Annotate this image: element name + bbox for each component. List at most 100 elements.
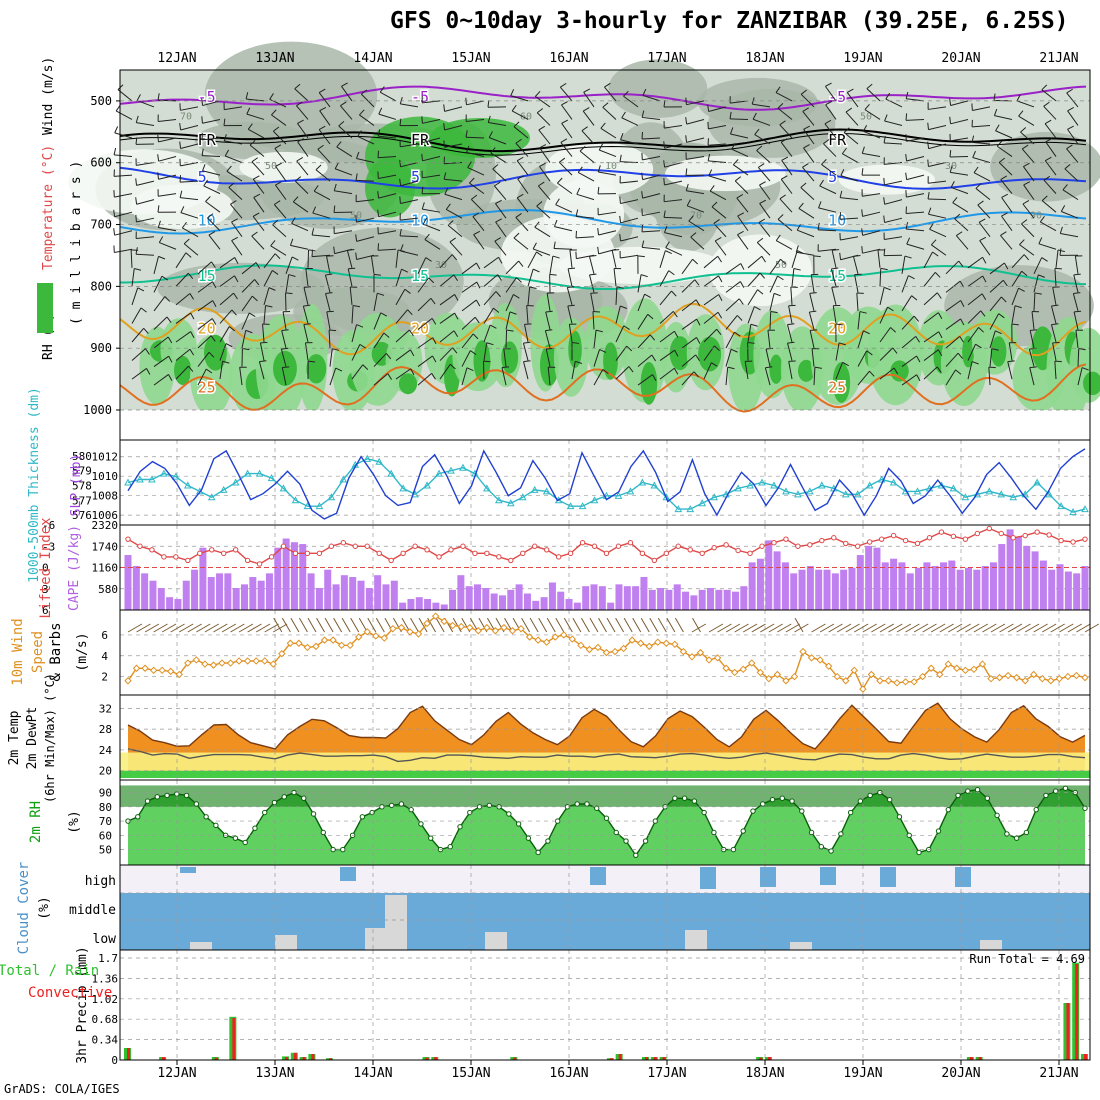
rh-series-point: [603, 815, 610, 821]
wind-barb: [136, 217, 155, 223]
wind-barb: [488, 122, 507, 126]
wind-barb: [539, 144, 547, 149]
isotherm-label: 20: [198, 320, 216, 338]
wind-barb: [471, 194, 478, 200]
wind-barb: [928, 143, 947, 150]
wind-barb: [908, 275, 915, 280]
wind10m-series-point: [184, 659, 192, 667]
lifted-index-series-point: [232, 547, 239, 553]
rh-shade-dry: [500, 215, 615, 293]
wind-barb-10m: [367, 617, 377, 633]
wind-barb: [821, 159, 827, 165]
wind-barb: [847, 88, 854, 93]
wind-barb: [510, 89, 515, 96]
wind-barb: [1028, 349, 1035, 367]
wind10m-series-point: [329, 636, 337, 644]
wind-barb: [285, 292, 293, 295]
wind-barb: [637, 334, 651, 349]
wind-barb: [613, 268, 617, 287]
thickness-series-point: [219, 485, 228, 493]
wind10m-series-point: [748, 659, 756, 667]
wind-barb: [297, 141, 309, 157]
wind-barb-10m: [930, 623, 946, 633]
wind-barb: [730, 133, 749, 139]
precip-tick-label: 1.36: [92, 972, 119, 985]
wind-barb: [923, 272, 936, 287]
wind-barb: [659, 330, 675, 343]
cape-bar: [324, 569, 332, 610]
wind-barb: [883, 197, 886, 205]
wind-barb: [906, 98, 925, 102]
wind-barb: [575, 360, 583, 365]
wind-barb: [927, 207, 932, 215]
thickness-series-point: [339, 475, 348, 483]
wind-barb: [717, 311, 723, 319]
wind-barb: [302, 305, 309, 324]
wind-barb: [233, 292, 238, 300]
wind-barb: [830, 268, 837, 287]
wind-barb: [803, 129, 815, 145]
wind-barb: [234, 275, 239, 283]
cape-bar: [274, 547, 282, 610]
wind-barb: [1067, 107, 1074, 112]
date-label-top: 17JAN: [647, 51, 686, 66]
wind-barb: [711, 201, 718, 208]
wind-barb: [328, 329, 331, 349]
cape-bar: [1064, 571, 1072, 610]
wind-barb: [923, 349, 939, 361]
wind-barb: [967, 361, 973, 380]
wind-barb: [824, 119, 832, 125]
wind-barb: [159, 242, 177, 250]
lifted-index-series-point: [651, 557, 658, 564]
wind-barb: [950, 118, 969, 125]
rh-series-point: [203, 814, 209, 820]
cape-bar: [440, 604, 448, 610]
wind-barb: [383, 332, 390, 338]
wind-barb: [725, 331, 735, 349]
wind-barb: [251, 161, 265, 176]
wind10m-series-point: [705, 656, 713, 664]
wind-barb: [333, 205, 336, 213]
rh-series-point: [769, 796, 776, 803]
cloud-clear-bar: [190, 942, 212, 950]
wind-barb: [977, 200, 984, 206]
wind-barb: [515, 213, 522, 218]
wind-barb: [978, 327, 984, 333]
wind-barb: [1073, 274, 1079, 293]
wind-barb: [989, 330, 996, 349]
cape-bar: [848, 567, 856, 610]
wind-barb: [355, 179, 375, 182]
ylabel-text: 10m Wind: [10, 618, 26, 685]
wind-barb: [911, 295, 918, 301]
wind-barb: [885, 98, 903, 108]
rh-series-point: [974, 787, 981, 793]
wind-barb: [598, 143, 604, 151]
wind-barb: [945, 318, 961, 330]
wind-barb: [131, 327, 145, 343]
wind-barb: [395, 309, 408, 324]
cape-bar: [132, 566, 140, 610]
wind-barb: [312, 212, 331, 219]
wind-barb: [811, 348, 815, 367]
cloud-clear-bar: [385, 895, 407, 950]
cape-bar: [657, 588, 665, 610]
wind-barb: [955, 235, 969, 250]
lifted-index-series-point: [627, 540, 634, 546]
lifted-index-series-point: [1034, 529, 1040, 535]
wind-barb-10m: [640, 617, 650, 633]
thickness-series-point: [279, 484, 288, 492]
wind-barb-10m: [529, 617, 539, 633]
wind10m-series-point: [722, 664, 730, 672]
wind-barb: [326, 256, 331, 274]
wind-barb: [197, 281, 213, 293]
wind10m-series-point: [414, 630, 423, 638]
wind-barb: [259, 360, 267, 363]
wind-barb: [349, 286, 353, 305]
wind-barb: [1016, 94, 1021, 102]
wind-barb: [819, 179, 824, 187]
wind-barb: [180, 124, 199, 131]
wind-barb: [505, 329, 508, 349]
lifted-index-tick-label: 3: [42, 583, 49, 596]
wind-barb: [747, 324, 752, 343]
wind-barb: [906, 228, 925, 232]
